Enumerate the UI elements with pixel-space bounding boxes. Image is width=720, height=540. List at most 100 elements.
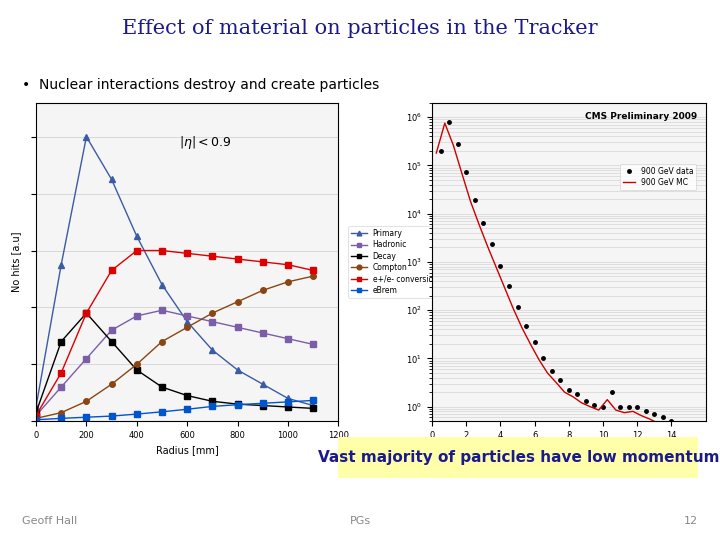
900 GeV data [462, 169, 471, 176]
X-axis label: Track P_t (GeV): Track P_t (GeV) [531, 446, 606, 456]
Text: $|\eta| < 0.9$: $|\eta| < 0.9$ [179, 134, 232, 151]
900 GeV MC [500, 285, 509, 291]
900 GeV data [599, 403, 608, 410]
X-axis label: Radius [mm]: Radius [mm] [156, 446, 219, 455]
e+/e- conversior [183, 250, 192, 256]
Compton [107, 381, 116, 388]
900 GeV MC [552, 379, 560, 386]
900 GeV data [513, 304, 522, 310]
Primary [258, 381, 267, 388]
Compton [208, 310, 217, 316]
900 GeV data [659, 414, 667, 421]
900 GeV MC [526, 341, 535, 347]
Primary [132, 233, 141, 240]
Decay [233, 401, 242, 407]
Legend: 900 GeV data, 900 GeV MC: 900 GeV data, 900 GeV MC [620, 164, 696, 190]
Line: eBrem: eBrem [33, 397, 316, 423]
900 GeV data [522, 322, 531, 329]
eBrem [82, 414, 91, 421]
Decay [132, 367, 141, 373]
e+/e- conversior [258, 259, 267, 265]
Text: 12: 12 [684, 516, 698, 526]
Hadronic [32, 412, 40, 418]
eBrem [132, 411, 141, 417]
Line: e+/e- conversior: e+/e- conversior [33, 248, 316, 418]
900 GeV MC [629, 408, 637, 415]
900 GeV MC [595, 407, 603, 413]
Compton [309, 273, 318, 279]
e+/e- conversior [132, 247, 141, 254]
Decay [107, 338, 116, 345]
e+/e- conversior [284, 261, 292, 268]
900 GeV MC [637, 413, 646, 419]
Compton [233, 299, 242, 305]
Line: Hadronic: Hadronic [33, 307, 316, 418]
eBrem [233, 401, 242, 408]
Primary [309, 402, 318, 409]
900 GeV data [454, 140, 462, 147]
e+/e- conversior [309, 267, 318, 274]
Decay [208, 398, 217, 404]
Hadronic [309, 341, 318, 348]
Primary [57, 261, 66, 268]
Hadronic [284, 335, 292, 342]
Hadronic [132, 313, 141, 319]
e+/e- conversior [107, 267, 116, 274]
eBrem [32, 416, 40, 423]
eBrem [284, 399, 292, 405]
Decay [309, 405, 318, 411]
Compton [258, 287, 267, 294]
Primary [107, 176, 116, 183]
Decay [158, 384, 166, 390]
Hadronic [233, 324, 242, 330]
900 GeV MC [492, 264, 500, 271]
e+/e- conversior [233, 256, 242, 262]
Hadronic [258, 330, 267, 336]
900 GeV data [616, 403, 624, 410]
eBrem [309, 397, 318, 404]
900 GeV MC [483, 243, 492, 249]
900 GeV data [436, 147, 445, 154]
900 GeV MC [620, 409, 629, 416]
900 GeV data [539, 355, 547, 362]
Text: •  Nuclear interactions destroy and create particles: • Nuclear interactions destroy and creat… [22, 78, 379, 92]
900 GeV MC [458, 170, 467, 177]
900 GeV MC [466, 198, 474, 205]
900 GeV data [642, 408, 650, 415]
900 GeV data [530, 339, 539, 345]
900 GeV MC [577, 400, 586, 406]
900 GeV data [650, 411, 659, 417]
Compton [284, 279, 292, 285]
Primary [183, 319, 192, 325]
900 GeV MC [560, 389, 569, 395]
900 GeV data [590, 401, 599, 408]
Hadronic [158, 307, 166, 314]
Text: Vast majority of particles have low momentum: Vast majority of particles have low mome… [318, 450, 719, 465]
eBrem [107, 413, 116, 420]
900 GeV data [496, 263, 505, 269]
900 GeV MC [663, 423, 672, 429]
900 GeV data [667, 418, 676, 424]
Decay [82, 310, 91, 316]
900 GeV data [505, 283, 513, 289]
eBrem [208, 403, 217, 410]
900 GeV data [556, 377, 564, 383]
900 GeV data [564, 387, 573, 393]
Y-axis label: No hits [a.u]: No hits [a.u] [11, 232, 21, 292]
Compton [57, 409, 66, 416]
Text: Geoff Hall: Geoff Hall [22, 516, 77, 526]
900 GeV data [479, 219, 487, 226]
Hadronic [57, 384, 66, 390]
900 GeV data [624, 403, 633, 410]
e+/e- conversior [82, 310, 91, 316]
Hadronic [208, 319, 217, 325]
900 GeV MC [569, 394, 577, 400]
900 GeV MC [449, 142, 458, 149]
Legend: Primary, Hadronic, Decay, Compton, e+/e- conversior, eBrem: Primary, Hadronic, Decay, Compton, e+/e-… [348, 226, 439, 298]
Text: Effect of material on particles in the Tracker: Effect of material on particles in the T… [122, 19, 598, 38]
900 GeV data [573, 391, 582, 397]
Text: PGs: PGs [349, 516, 371, 526]
900 GeV MC [441, 120, 449, 126]
eBrem [57, 415, 66, 422]
Hadronic [82, 355, 91, 362]
